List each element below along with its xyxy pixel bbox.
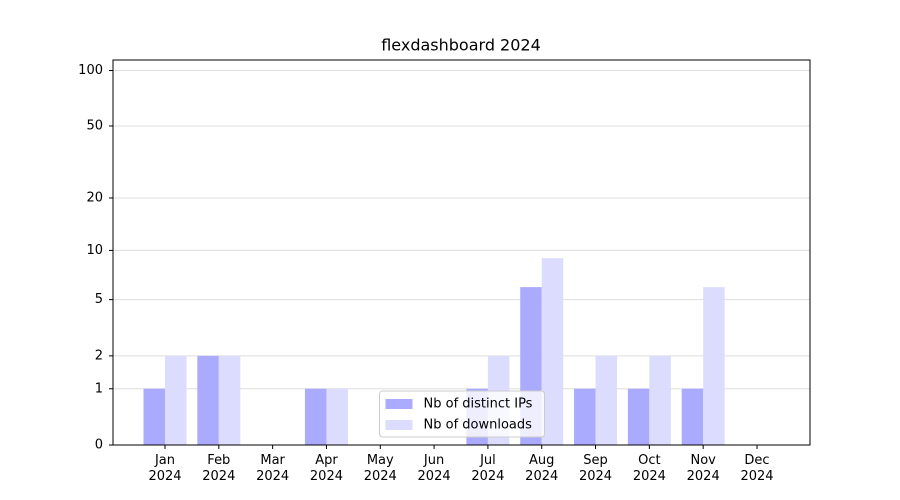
bar [595,355,618,445]
bar [326,388,348,445]
y-tick-label: 2 [95,348,103,363]
bar [541,258,564,445]
y-tick-label: 50 [86,118,103,133]
y-tick-label: 5 [95,292,103,307]
y-tick-label: 1 [95,381,103,396]
legend: Nb of distinct IPs Nb of downloads [379,390,545,438]
y-tick-label: 100 [78,63,103,78]
x-tick-label: Jul 2024 [471,453,505,484]
x-tick-label: Nov 2024 [686,453,720,484]
bar [649,355,671,445]
x-tick-label: Sep 2024 [578,453,613,484]
legend-label: Nb of downloads [424,418,533,433]
legend-swatch [385,420,413,430]
legend-swatch [385,399,413,409]
x-tick-label: Jun 2024 [417,453,451,484]
bar [304,388,327,445]
x-tick-label: Apr 2024 [309,453,343,484]
y-tick-label: 20 [86,190,103,205]
x-tick-label: Dec 2024 [740,453,774,484]
bar [627,388,650,445]
bar [197,355,219,445]
plot-frame [112,59,811,446]
x-tick-label: Aug 2024 [525,453,559,484]
x-tick-label: Mar 2024 [256,453,290,484]
bar [218,355,241,445]
bar [165,355,187,445]
y-tick-label: 0 [95,438,103,453]
bar [681,388,704,445]
x-tick-label: Oct 2024 [632,453,666,484]
legend-box [379,390,545,438]
chart-title: flexdashboard 2024 [381,36,541,55]
bar [703,287,725,445]
x-tick-label: Jan 2024 [148,453,182,484]
bar [574,388,596,445]
y-tick-label: 10 [86,243,103,258]
x-tick-label: Feb 2024 [202,453,236,484]
x-tick-label: May 2024 [363,453,397,484]
bar [143,388,165,445]
legend-label: Nb of distinct IPs [424,397,533,412]
